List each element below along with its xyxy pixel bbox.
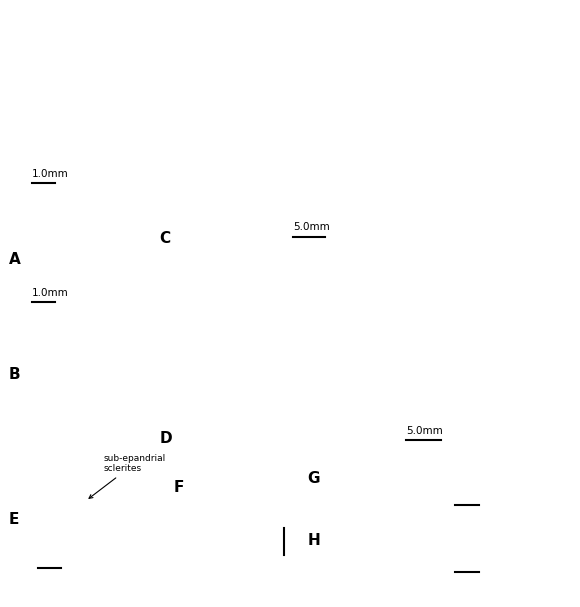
Text: 5.0mm: 5.0mm [406, 426, 443, 436]
Text: 5.0mm: 5.0mm [293, 223, 329, 232]
Text: 1.0mm: 1.0mm [32, 169, 68, 179]
Text: H: H [307, 533, 320, 548]
Text: C: C [160, 231, 171, 246]
Text: 1.0mm: 1.0mm [32, 288, 68, 298]
Text: F: F [174, 480, 184, 495]
Text: G: G [307, 470, 320, 486]
Text: B: B [9, 367, 20, 382]
Text: A: A [9, 252, 20, 267]
Text: D: D [160, 431, 172, 446]
Text: E: E [9, 512, 19, 527]
Text: sub-epandrial
sclerites: sub-epandrial sclerites [89, 454, 165, 498]
